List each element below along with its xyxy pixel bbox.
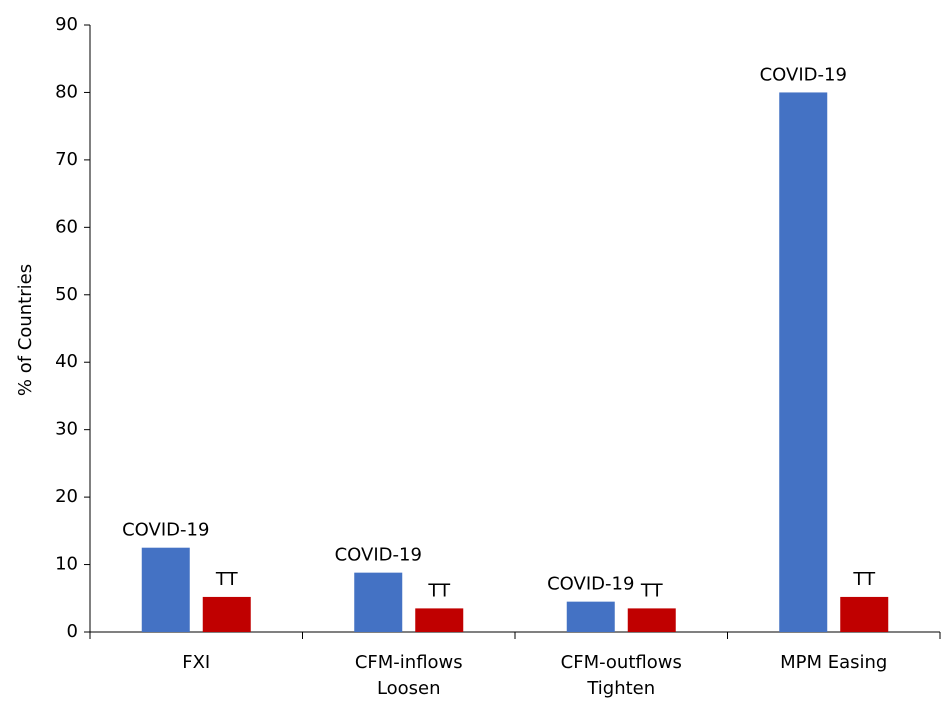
x-tick-label: MPM Easing xyxy=(780,652,887,673)
data-label: TT xyxy=(427,580,451,601)
y-tick-label: 60 xyxy=(55,216,78,237)
bar xyxy=(202,596,251,632)
bar xyxy=(354,572,403,632)
bar xyxy=(840,596,889,632)
y-tick-label: 80 xyxy=(55,81,78,102)
y-tick-label: 70 xyxy=(55,149,78,170)
bar xyxy=(141,547,190,632)
bar xyxy=(566,601,615,632)
y-tick-label: 50 xyxy=(55,284,78,305)
y-tick-label: 20 xyxy=(55,486,78,507)
x-tick-label: FXI xyxy=(182,652,210,673)
y-tick-label: 40 xyxy=(55,351,78,372)
data-label: TT xyxy=(852,569,876,590)
data-label: COVID-19 xyxy=(547,574,634,595)
data-label: COVID-19 xyxy=(335,545,422,566)
y-tick-label: 0 xyxy=(67,621,78,642)
x-tick-label: CFM-inflows Loosen xyxy=(355,652,463,699)
data-label: COVID-19 xyxy=(122,520,209,541)
y-tick-label: 10 xyxy=(55,554,78,575)
data-label: TT xyxy=(640,580,664,601)
x-tick-label: CFM-outflows Tighten xyxy=(561,652,682,699)
data-label: TT xyxy=(215,569,239,590)
y-tick-label: 30 xyxy=(55,419,78,440)
bar xyxy=(415,608,464,632)
y-tick-label: 90 xyxy=(55,14,78,35)
bar xyxy=(627,608,676,632)
bar xyxy=(779,92,828,632)
y-axis-label: % of Countries xyxy=(15,264,36,396)
data-label: COVID-19 xyxy=(760,64,847,85)
